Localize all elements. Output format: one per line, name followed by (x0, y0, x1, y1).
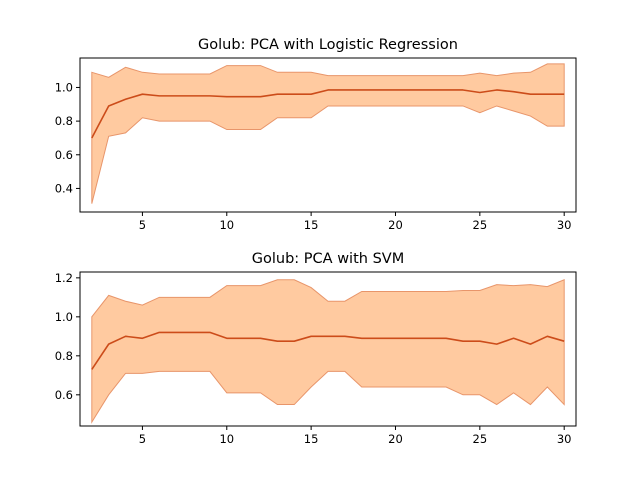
plots: Golub: PCA with Logistic Regression 5 10 15… (55, 37, 577, 446)
data-point (327, 335, 329, 337)
data-point (529, 93, 531, 95)
data-point (512, 337, 514, 339)
x-tick-label: 10 (219, 432, 234, 446)
data-point (496, 89, 498, 91)
data-point (276, 93, 278, 95)
data-point (124, 98, 126, 100)
x-tick-label: 5 (139, 218, 146, 232)
y-tick-label: 1.2 (55, 271, 73, 285)
data-point (310, 335, 312, 337)
confidence-band (91, 279, 565, 424)
x-tick-label: 15 (304, 218, 319, 232)
data-point (107, 105, 109, 107)
y-tick-label: 1.0 (55, 80, 73, 94)
data-point (158, 331, 160, 333)
y-tick-label: 0.8 (55, 114, 73, 128)
chart-2: Golub: PCA with SVM 5 10 15 20 25 30 0.6 0.8 1.0 1… (55, 251, 577, 446)
data-point (327, 89, 329, 91)
data-point (563, 93, 565, 95)
data-point (293, 93, 295, 95)
data-point (192, 95, 194, 97)
y-tick-label: 1.0 (55, 310, 73, 324)
data-point (226, 337, 228, 339)
data-point (344, 89, 346, 91)
x-tick-label: 30 (557, 432, 572, 446)
data-point (377, 337, 379, 339)
y-tick-label: 0.4 (55, 181, 73, 195)
x-tick-label: 5 (139, 432, 146, 446)
data-point (496, 343, 498, 345)
data-point (361, 89, 363, 91)
data-point (141, 93, 143, 95)
data-point (259, 96, 261, 98)
data-point (175, 331, 177, 333)
data-point (259, 337, 261, 339)
confidence-band (91, 63, 565, 204)
y-tick-label: 0.6 (55, 388, 73, 402)
x-tick-label: 15 (304, 432, 319, 446)
data-point (479, 91, 481, 93)
data-point (158, 95, 160, 97)
data-point (192, 331, 194, 333)
data-point (394, 337, 396, 339)
data-point (546, 335, 548, 337)
data-point (428, 89, 430, 91)
data-point (209, 95, 211, 97)
axes-frame (79, 57, 577, 213)
data-point (242, 337, 244, 339)
y-tick-label: 0.8 (55, 349, 73, 363)
data-point (462, 89, 464, 91)
data-point (310, 93, 312, 95)
data-point (242, 96, 244, 98)
data-point (276, 340, 278, 342)
data-point (91, 368, 93, 370)
x-tick-label: 25 (473, 218, 488, 232)
chart-title: Golub: PCA with Logistic Regression (198, 37, 458, 53)
chart-1: Golub: PCA with Logistic Regression 5 10 15… (55, 37, 577, 232)
data-point (462, 340, 464, 342)
data-point (209, 331, 211, 333)
y-tick-label: 0.6 (55, 148, 73, 162)
data-point (107, 343, 109, 345)
data-point (411, 337, 413, 339)
data-point (445, 337, 447, 339)
x-tick-label: 10 (219, 218, 234, 232)
data-point (445, 89, 447, 91)
data-point (91, 137, 93, 139)
x-tick-label: 20 (388, 218, 403, 232)
x-tick-label: 30 (557, 218, 572, 232)
data-point (428, 337, 430, 339)
data-point (479, 340, 481, 342)
x-tick-label: 25 (473, 432, 488, 446)
x-tick-label: 20 (388, 432, 403, 446)
data-point (563, 340, 565, 342)
data-point (226, 96, 228, 98)
data-point (175, 95, 177, 97)
data-point (394, 89, 396, 91)
data-point (361, 337, 363, 339)
data-point (344, 335, 346, 337)
data-point (529, 343, 531, 345)
data-point (546, 93, 548, 95)
data-point (124, 335, 126, 337)
data-point (293, 340, 295, 342)
mean-line (91, 331, 565, 370)
chart-title: Golub: PCA with SVM (252, 251, 404, 267)
data-point (141, 337, 143, 339)
data-point (512, 90, 514, 92)
mean-line (91, 89, 565, 139)
data-point (377, 89, 379, 91)
data-point (411, 89, 413, 91)
axes-frame (79, 271, 577, 427)
